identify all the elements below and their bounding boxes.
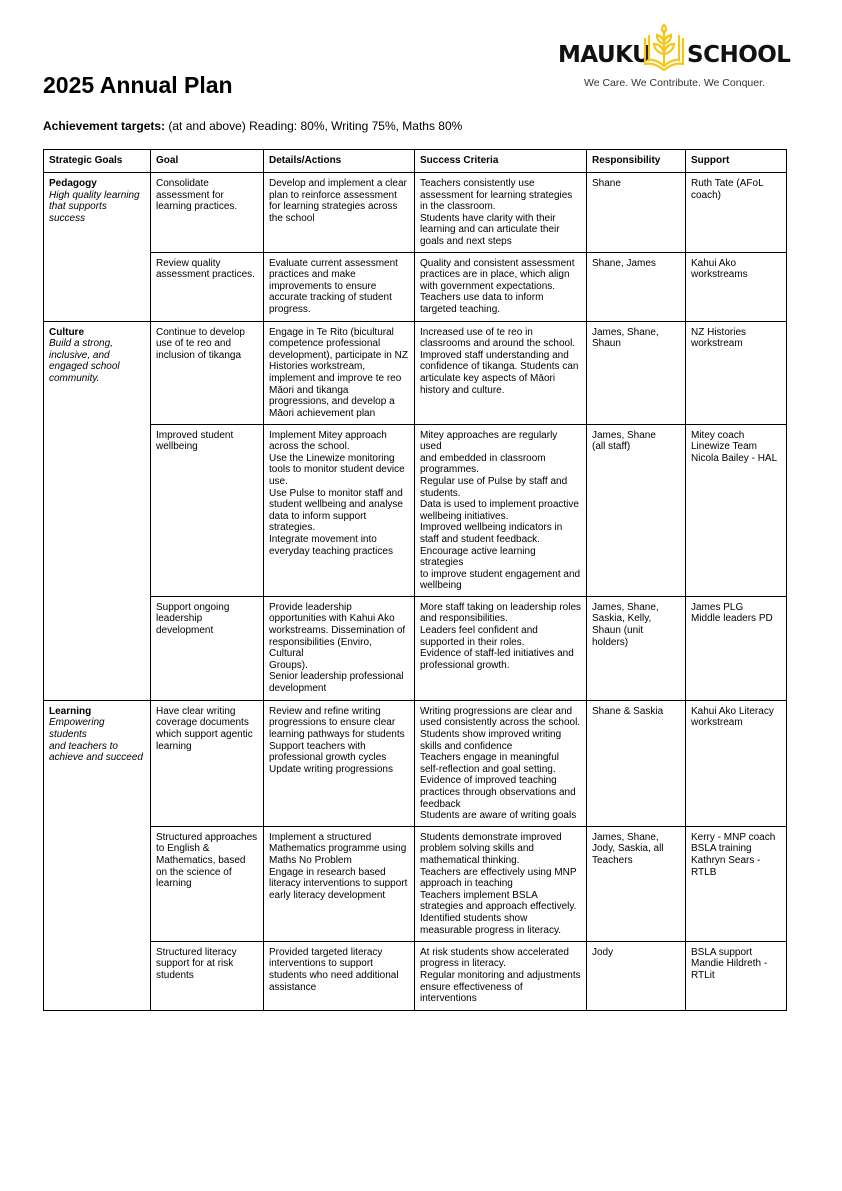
strategic-goal-subtitle: Empowering students and teachers to achi… (49, 717, 143, 764)
responsibility-cell: James, Shane, Jody, Saskia, all Teachers (586, 825, 686, 942)
strategic-goal-cell: Learning Empowering students and teachers… (43, 699, 151, 1011)
details-cell: Engage in Te Rito (bicultural competence… (263, 320, 415, 425)
strategic-goal-subtitle: Build a strong, inclusive, and engaged s… (49, 338, 120, 384)
table-row: Learning Empowering students and teachers… (43, 699, 787, 1011)
goal-cell: Have clear writing coverage documents wh… (150, 699, 264, 827)
details-cell: Evaluate current assessment practices an… (263, 251, 415, 322)
responsibility-cell: Shane (586, 172, 686, 253)
details-cell: Implement Mitey approach across the scho… (263, 423, 415, 597)
success-criteria-cell: Quality and consistent assessment practi… (414, 251, 587, 322)
success-criteria-cell: Writing progressions are clear and used … (414, 699, 587, 827)
table-row: Structured approaches to English & Mathe… (44, 825, 787, 942)
header-details: Details/Actions (263, 149, 415, 173)
details-cell: Develop and implement a clear plan to re… (263, 172, 415, 253)
table-row: Review quality assessment practices. Eval… (44, 251, 787, 322)
table-row: Support ongoing leadership development Pr… (44, 595, 787, 701)
book-tree-logo-icon (643, 24, 685, 72)
school-logo: MAUKU SCHOOL We Care. We Contribute. We … (558, 24, 791, 90)
header-success-criteria: Success Criteria (414, 149, 587, 173)
responsibility-cell: James, Shane, Saskia, Kelly, Shaun (unit… (586, 595, 686, 701)
table-row: Structured literacy support for at risk … (44, 940, 787, 1011)
support-cell: BSLA support Mandie Hildreth - RTLit (685, 940, 787, 1011)
support-cell: Kahui Ako workstreams (685, 251, 787, 322)
annual-plan-table: Strategic Goals Goal Details/Actions Suc… (43, 149, 787, 1011)
strategic-goal-title: Learning (49, 705, 92, 717)
strategic-goal-title: Pedagogy (49, 178, 97, 189)
support-cell: Mitey coach Linewize Team Nicola Bailey … (685, 423, 787, 597)
goal-cell: Continue to develop use of te reo and in… (150, 320, 264, 425)
strategic-goal-cell: Culture Build a strong, inclusive, and en… (43, 320, 151, 701)
strategic-goal-subtitle: High quality learning that supports succ… (49, 189, 140, 224)
goal-cell: Structured approaches to English & Mathe… (150, 825, 264, 942)
table-header-row: Strategic Goals Goal Details/Actions Suc… (43, 149, 787, 173)
goal-cell: Structured literacy support for at risk … (150, 940, 264, 1011)
responsibility-cell: Jody (586, 940, 686, 1011)
header-strategic-goals: Strategic Goals (43, 149, 151, 173)
goal-cell: Improved student wellbeing (150, 423, 264, 597)
success-criteria-cell: Teachers consistently use assessment for… (414, 172, 587, 253)
responsibility-cell: James, Shane (all staff) (586, 423, 686, 597)
support-cell: Kerry - MNP coach BSLA training Kathryn … (685, 825, 787, 942)
support-cell: Kahui Ako Literacy workstream (685, 699, 787, 827)
success-criteria-cell: At risk students show accelerated progre… (414, 940, 587, 1011)
support-cell: Ruth Tate (AFoL coach) (685, 172, 787, 253)
logo-word-left: MAUKU (558, 42, 651, 68)
responsibility-cell: Shane, James (586, 251, 686, 322)
strategic-goal-title: Culture (49, 326, 84, 338)
strategic-goal-cell: Pedagogy High quality learning that suppo… (43, 172, 151, 322)
details-cell: Provided targeted literacy interventions… (263, 940, 415, 1011)
table-row: Improved student wellbeing Implement Mite… (44, 423, 787, 597)
details-cell: Review and refine writing progressions t… (263, 699, 415, 827)
success-criteria-cell: Increased use of te reo in classrooms an… (414, 320, 587, 425)
goal-cell: Review quality assessment practices. (150, 251, 264, 322)
support-cell: James PLG Middle leaders PD (685, 595, 787, 701)
details-cell: Provide leadership opportunities with Ka… (263, 595, 415, 701)
header-support: Support (685, 149, 787, 173)
goal-cell: Support ongoing leadership development (150, 595, 264, 701)
targets-label: Achievement targets: (43, 119, 166, 133)
details-cell: Implement a structured Mathematics progr… (263, 825, 415, 942)
targets-text: (at and above) Reading: 80%, Writing 75%… (165, 119, 463, 133)
header-responsibility: Responsibility (586, 149, 686, 173)
page-title: 2025 Annual Plan (43, 72, 233, 98)
success-criteria-cell: Mitey approaches are regularly used and … (414, 423, 587, 597)
success-criteria-cell: Students demonstrate improved problem so… (414, 825, 587, 942)
header-goal: Goal (150, 149, 264, 173)
table-row: Pedagogy High quality learning that suppo… (43, 172, 787, 322)
table-row: Culture Build a strong, inclusive, and en… (43, 320, 787, 701)
logo-word-right: SCHOOL (687, 42, 791, 68)
success-criteria-cell: More staff taking on leadership roles an… (414, 595, 587, 701)
logo-tagline: We Care. We Contribute. We Conquer. (584, 77, 765, 89)
achievement-targets: Achievement targets: (at and above) Read… (43, 119, 462, 133)
responsibility-cell: James, Shane, Shaun (586, 320, 686, 425)
support-cell: NZ Histories workstream (685, 320, 787, 425)
responsibility-cell: Shane & Saskia (586, 699, 686, 827)
goal-cell: Consolidate assessment for learning prac… (150, 172, 264, 253)
